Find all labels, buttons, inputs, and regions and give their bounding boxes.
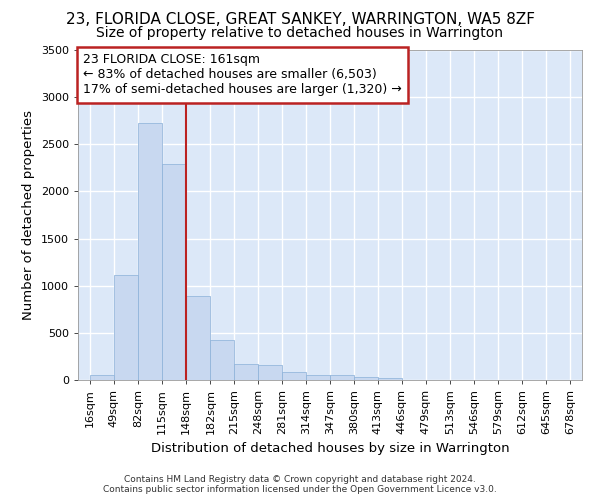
Y-axis label: Number of detached properties: Number of detached properties [22, 110, 35, 320]
Bar [162, 164, 185, 380]
Text: Size of property relative to detached houses in Warrington: Size of property relative to detached ho… [97, 26, 503, 40]
Text: 23 FLORIDA CLOSE: 161sqm
← 83% of detached houses are smaller (6,503)
17% of sem: 23 FLORIDA CLOSE: 161sqm ← 83% of detach… [83, 54, 402, 96]
Bar [138, 122, 162, 380]
Bar [306, 375, 330, 380]
Text: Contains HM Land Registry data © Crown copyright and database right 2024.
Contai: Contains HM Land Registry data © Crown c… [103, 474, 497, 494]
Bar [354, 377, 378, 380]
Text: 23, FLORIDA CLOSE, GREAT SANKEY, WARRINGTON, WA5 8ZF: 23, FLORIDA CLOSE, GREAT SANKEY, WARRING… [65, 12, 535, 28]
Bar [185, 296, 209, 380]
Bar [234, 364, 258, 380]
Bar [330, 376, 354, 380]
Bar [90, 375, 114, 380]
Bar [282, 372, 306, 380]
Bar [378, 378, 402, 380]
X-axis label: Distribution of detached houses by size in Warrington: Distribution of detached houses by size … [151, 442, 509, 456]
Bar [258, 366, 282, 380]
Bar [211, 340, 234, 380]
Bar [114, 276, 138, 380]
